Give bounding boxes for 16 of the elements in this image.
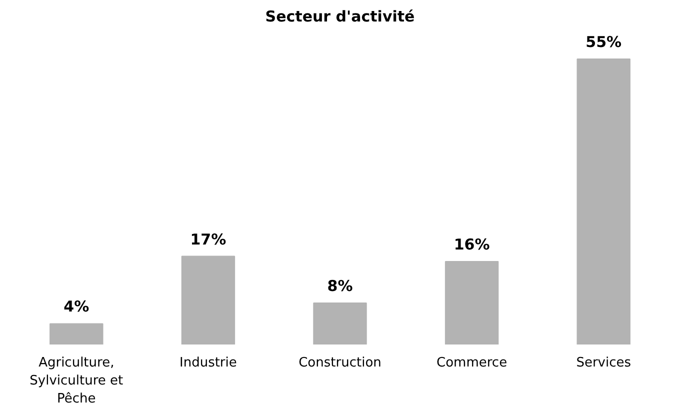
data-label: 55%: [586, 33, 622, 52]
data-label: 16%: [454, 235, 490, 254]
x-tick-label: Commerce: [436, 356, 508, 370]
x-tick-label: Agriculture, Sylviculture et Pêche: [30, 356, 124, 406]
data-label: 17%: [190, 230, 226, 248]
chart-title: Secteur d'activité: [265, 8, 415, 26]
x-tick-label: Industrie: [180, 356, 237, 370]
bar: [444, 260, 499, 344]
bar: [181, 256, 236, 344]
bar: [576, 58, 630, 344]
bar: [50, 323, 104, 344]
data-label: 4%: [64, 298, 90, 316]
x-tick-label: Services: [576, 356, 632, 370]
bar: [313, 302, 367, 344]
data-label: 8%: [327, 276, 353, 295]
x-tick-label: Construction: [298, 356, 382, 370]
